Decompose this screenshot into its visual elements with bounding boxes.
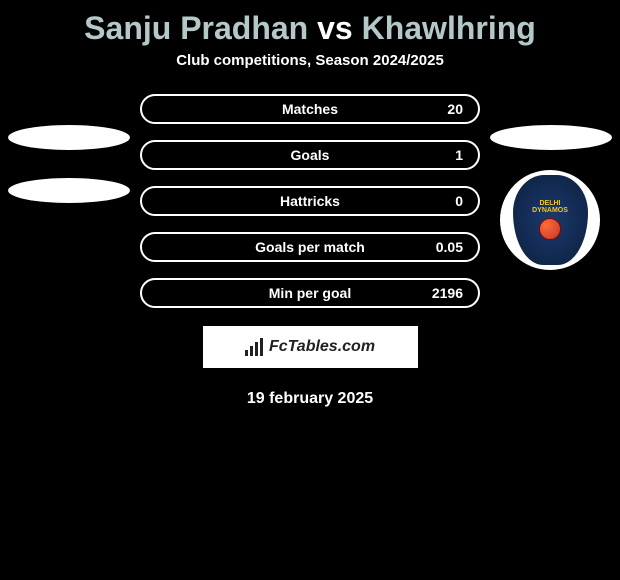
stat-row: Hattricks 0 <box>0 186 620 216</box>
player2-name: Khawlhring <box>362 10 536 46</box>
brand-box[interactable]: FcTables.com <box>203 326 418 368</box>
subtitle-text: Club competitions, Season 2024/2025 <box>0 52 620 94</box>
stats-list: Matches 20 Goals 1 Hattricks 0 Goals per… <box>0 94 620 308</box>
player1-name: Sanju Pradhan <box>84 10 308 46</box>
stat-value: 1 <box>455 147 463 163</box>
stat-pill-goals: Goals 1 <box>140 140 480 170</box>
stat-label: Goals per match <box>255 239 365 255</box>
date-label: 19 february 2025 <box>0 390 620 408</box>
vs-separator: vs <box>317 10 353 46</box>
stat-label: Hattricks <box>280 193 340 209</box>
stat-row: Goals 1 <box>0 140 620 170</box>
chart-icon <box>245 338 263 356</box>
stat-label: Matches <box>282 101 338 117</box>
stat-row: Matches 20 <box>0 94 620 124</box>
stat-label: Goals <box>291 147 330 163</box>
stat-pill-hattricks: Hattricks 0 <box>140 186 480 216</box>
stat-label: Min per goal <box>269 285 351 301</box>
stat-value: 20 <box>447 101 463 117</box>
stat-pill-min-per-goal: Min per goal 2196 <box>140 278 480 308</box>
stat-pill-goals-per-match: Goals per match 0.05 <box>140 232 480 262</box>
stat-value: 0.05 <box>436 239 463 255</box>
stat-value: 2196 <box>432 285 463 301</box>
stat-row: Min per goal 2196 <box>0 278 620 308</box>
stat-value: 0 <box>455 193 463 209</box>
stat-row: Goals per match 0.05 <box>0 232 620 262</box>
stat-pill-matches: Matches 20 <box>140 94 480 124</box>
brand-text: FcTables.com <box>269 338 375 356</box>
comparison-title: Sanju Pradhan vs Khawlhring <box>0 0 620 52</box>
